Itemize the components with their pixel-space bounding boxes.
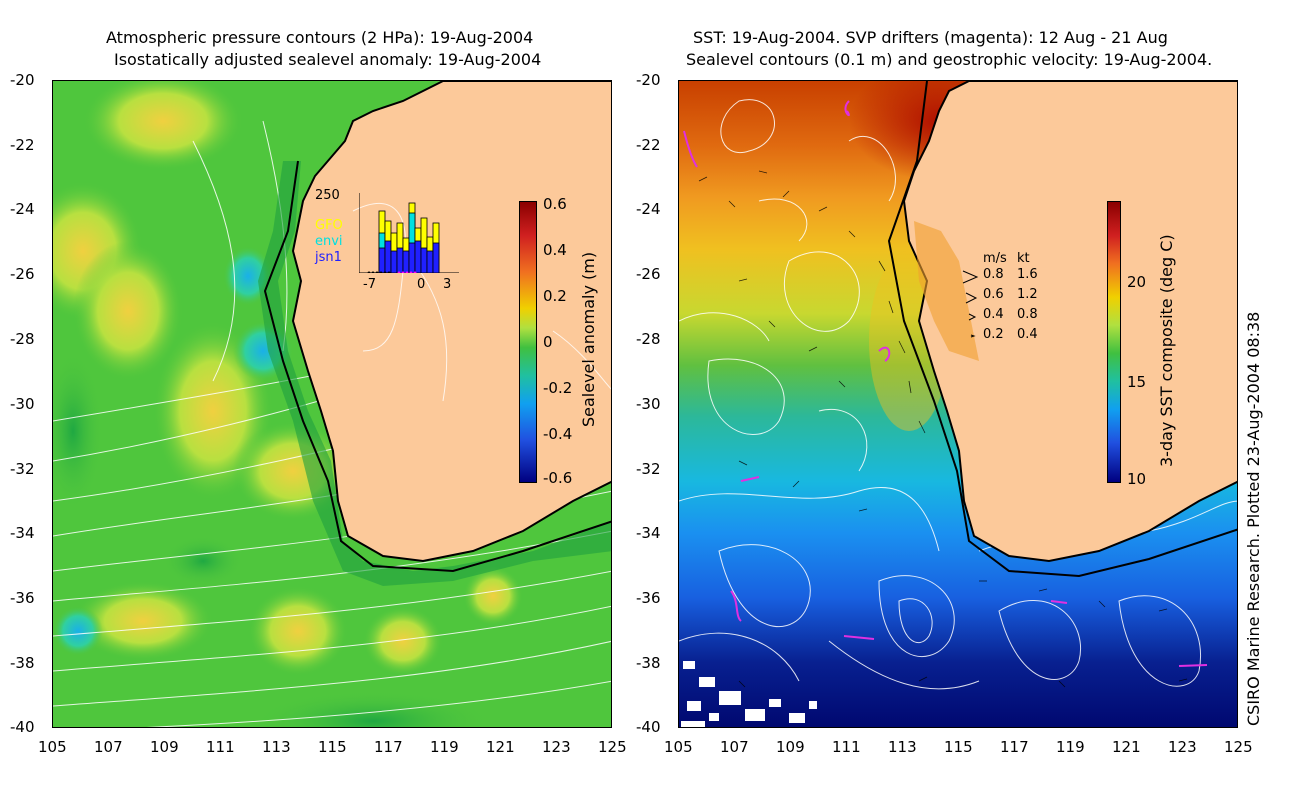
left-y-tick: -38 [10, 654, 35, 672]
inset-legend-jsn1: jsn1 [315, 250, 342, 265]
sst-map: m/s kt 0.8 1.6 0.6 1.2 0.4 0.8 0.2 0.4 2… [678, 80, 1238, 728]
left-y-tick: -26 [10, 265, 35, 283]
right-x-tick: 123 [1168, 738, 1197, 756]
left-y-tick: -24 [10, 200, 35, 218]
left-y-tick: -34 [10, 524, 35, 542]
right-y-tick: -30 [636, 395, 661, 413]
sst-field [679, 81, 1237, 727]
right-y-tick: -40 [636, 718, 661, 736]
sst-colorbar [1107, 201, 1121, 483]
right-y-tick: -26 [636, 265, 661, 283]
left-y-tick: -20 [10, 71, 35, 89]
inset-xtick-neg7: -7 [363, 277, 376, 292]
altimeter-histogram-inset [359, 193, 459, 273]
left-title-line2: Isostatically adjusted sealevel anomaly:… [114, 50, 542, 69]
left-title-line1: Atmospheric pressure contours (2 HPa): 1… [106, 28, 534, 47]
velocity-key-header-ms: m/s [983, 251, 1007, 266]
velocity-key-row-3-ms: 0.2 [983, 327, 1004, 342]
sealevel-cbar-tick-3: 0 [543, 333, 553, 351]
sst-cbar-tick-2: 10 [1127, 470, 1147, 488]
left-x-tick: 111 [206, 738, 235, 756]
velocity-key-row-0-ms: 0.8 [983, 267, 1004, 282]
left-x-tick: 117 [374, 738, 403, 756]
velocity-key-row-0-kt: 1.6 [1017, 267, 1038, 282]
sst-cbar-tick-0: 20 [1127, 273, 1147, 291]
sealevel-cbar-tick-6: -0.6 [543, 469, 573, 487]
right-y-tick: -20 [636, 71, 661, 89]
left-y-tick: -28 [10, 330, 35, 348]
right-x-tick: 107 [720, 738, 749, 756]
right-y-tick: -22 [636, 136, 661, 154]
right-x-tick: 119 [1056, 738, 1085, 756]
velocity-key-row-1-kt: 1.2 [1017, 287, 1038, 302]
left-x-tick: 107 [94, 738, 123, 756]
sealevel-cbar-tick-5: -0.4 [543, 425, 573, 443]
right-title-line1: SST: 19-Aug-2004. SVP drifters (magenta)… [693, 28, 1168, 47]
left-x-tick: 125 [598, 738, 627, 756]
right-y-tick: -24 [636, 200, 661, 218]
left-x-tick: 109 [150, 738, 179, 756]
left-y-tick: -22 [10, 136, 35, 154]
left-x-tick: 121 [486, 738, 515, 756]
velocity-arrow-glyphs [962, 270, 979, 338]
velocity-key-row-3-kt: 0.4 [1017, 327, 1038, 342]
right-x-tick: 115 [944, 738, 973, 756]
credit-text: CSIRO Marine Research. Plotted 23-Aug-20… [1244, 311, 1263, 726]
left-y-tick: -32 [10, 460, 35, 478]
sealevel-cbar-tick-1: 0.4 [543, 241, 567, 259]
sst-cbar-tick-1: 15 [1127, 373, 1147, 391]
inset-legend-envi: envi [315, 234, 343, 249]
inset-ymax-label: 250 [315, 188, 340, 203]
sealevel-anomaly-map: 250 GFO envi jsn1 -7 0 3 0.6 0.4 0.2 0 -… [52, 80, 612, 728]
inset-xtick-0: 0 [417, 277, 426, 292]
inset-xtick-3: 3 [443, 277, 452, 292]
left-x-tick: 115 [318, 738, 347, 756]
right-x-tick: 113 [888, 738, 917, 756]
right-x-tick: 111 [832, 738, 861, 756]
velocity-key-row-2-ms: 0.4 [983, 307, 1004, 322]
right-y-tick: -28 [636, 330, 661, 348]
right-y-tick: -38 [636, 654, 661, 672]
sealevel-colorbar-label: Sealevel anomaly (m) [579, 251, 598, 427]
right-x-tick: 121 [1112, 738, 1141, 756]
sst-colorbar-label: 3-day SST composite (deg C) [1157, 234, 1176, 467]
right-y-tick: -34 [636, 524, 661, 542]
velocity-key-row-1-ms: 0.6 [983, 287, 1004, 302]
left-x-tick: 119 [430, 738, 459, 756]
sealevel-cbar-tick-0: 0.6 [543, 195, 567, 213]
sealevel-cbar-tick-2: 0.2 [543, 287, 567, 305]
right-title-line2: Sealevel contours (0.1 m) and geostrophi… [686, 50, 1213, 69]
inset-legend-gfo: GFO [315, 218, 343, 233]
left-x-tick: 105 [38, 738, 67, 756]
right-x-tick: 117 [1000, 738, 1029, 756]
right-y-tick: -32 [636, 460, 661, 478]
velocity-key-header-kt: kt [1017, 251, 1030, 266]
left-x-tick: 123 [542, 738, 571, 756]
left-y-tick: -36 [10, 589, 35, 607]
left-x-tick: 113 [262, 738, 291, 756]
left-y-tick: -40 [10, 718, 35, 736]
velocity-key-row-2-kt: 0.8 [1017, 307, 1038, 322]
right-x-tick: 105 [664, 738, 693, 756]
velocity-key: m/s kt 0.8 1.6 0.6 1.2 0.4 0.8 0.2 0.4 [961, 251, 1041, 342]
left-y-tick: -30 [10, 395, 35, 413]
sealevel-colorbar [519, 201, 537, 483]
sealevel-cbar-tick-4: -0.2 [543, 379, 573, 397]
right-x-tick: 125 [1224, 738, 1253, 756]
right-x-tick: 109 [776, 738, 805, 756]
right-y-tick: -36 [636, 589, 661, 607]
